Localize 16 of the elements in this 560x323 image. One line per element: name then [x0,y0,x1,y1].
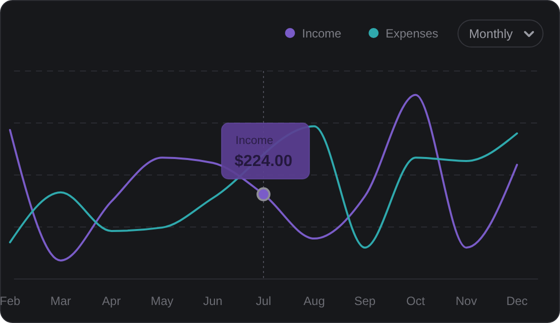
text: Income [236,135,274,147]
x-tick-label: Jul [256,294,272,308]
legend-label: Expenses [386,26,438,40]
x-tick-label: May [150,294,174,308]
x-tick-label: Oct [406,294,426,308]
text: Monthly [469,27,514,41]
legend-label: Income [302,26,342,40]
x-tick-label: Sep [354,294,376,308]
x-tick-label: Nov [456,294,477,308]
x-tick-label: Dec [506,294,528,308]
x-tick-label: Jun [203,294,222,308]
x-tick-label: Aug [304,294,325,308]
x-tick-label: Feb [0,294,21,308]
data-label: $224.00 [234,153,292,170]
x-tick-label: Mar [50,294,72,308]
x-tick-label: Apr [102,294,121,308]
